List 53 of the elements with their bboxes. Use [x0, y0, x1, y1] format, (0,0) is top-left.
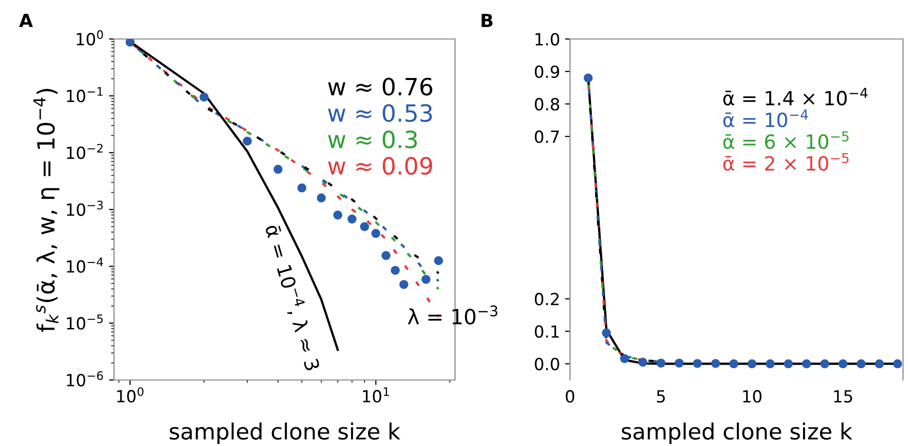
y-tick-label: 0.1	[534, 325, 559, 338]
annotation: ᾱ = 10$^{−4}$, λ ≈ 3	[262, 222, 323, 372]
text: w ≈ 0.53	[328, 104, 432, 122]
y-tick-label: 1.0	[536, 32, 560, 46]
point	[711, 358, 720, 368]
y-tick-label: 10$^{−5}$	[66, 314, 103, 330]
text: ᾱ = 2 × 10$^{−5}$	[723, 153, 849, 171]
x-axis-title: sampled clone size k	[170, 422, 400, 444]
point	[620, 354, 630, 364]
y-tick-label: 0.7	[534, 130, 559, 143]
point	[638, 358, 648, 367]
point	[893, 359, 902, 368]
y-tick-label: 10$^{−2}$	[66, 144, 103, 160]
y-tick-label: 0.0	[534, 358, 560, 370]
point	[802, 359, 812, 368]
y-tick-label: 10$^{−6}$	[66, 371, 103, 386]
point	[656, 358, 666, 368]
annotation: λ = 10$^{−3}$	[408, 305, 498, 325]
x-tick-label: 5	[656, 390, 665, 403]
x-tick-label: 15	[834, 390, 852, 403]
y-axis-title: f$_{k}$$^{s}$(ᾱ, λ, w, η = 10$^{−4}$)	[33, 88, 60, 332]
point	[584, 73, 593, 82]
point	[838, 359, 848, 368]
chart-title: B	[482, 14, 492, 27]
y-tick-label: 0.9	[534, 65, 560, 78]
y-tick-label: 0.2	[534, 292, 559, 306]
x-tick-label: 0	[566, 390, 574, 403]
y-tick-label: 10$^{−1}$	[66, 87, 103, 102]
series-label: w ≈ 0.3	[328, 130, 417, 148]
point	[729, 359, 738, 368]
text: ᾱ = 10$^{−4}$	[723, 110, 808, 128]
y-tick-label: 10$^{−3}$	[66, 200, 103, 216]
point	[784, 359, 793, 368]
x-tick-label: 10$^{1}$	[362, 387, 389, 403]
y-tick-label: 10$^{0}$	[76, 30, 103, 46]
chart-title: A	[19, 14, 33, 27]
x-tick-label: 10$^{0}$	[117, 387, 144, 402]
series-label: w ≈ 0.09	[328, 156, 432, 175]
point	[820, 359, 830, 368]
text: ᾱ = 6 × 10$^{−5}$	[723, 131, 849, 149]
point	[747, 359, 756, 368]
point	[766, 359, 775, 368]
text: ᾱ = 1.4 × 10$^{−4}$	[723, 88, 868, 106]
point	[874, 359, 884, 368]
point	[692, 358, 702, 368]
y-tick-label: 0.8	[534, 98, 560, 111]
point	[856, 359, 866, 368]
y-tick-label: 10$^{−4}$	[66, 258, 104, 273]
x-tick-label: 10	[743, 390, 762, 403]
x-axis-title: sampled clone size k	[622, 422, 852, 444]
point	[674, 358, 684, 368]
text: w ≈ 0.76	[328, 78, 432, 96]
point	[602, 328, 611, 338]
